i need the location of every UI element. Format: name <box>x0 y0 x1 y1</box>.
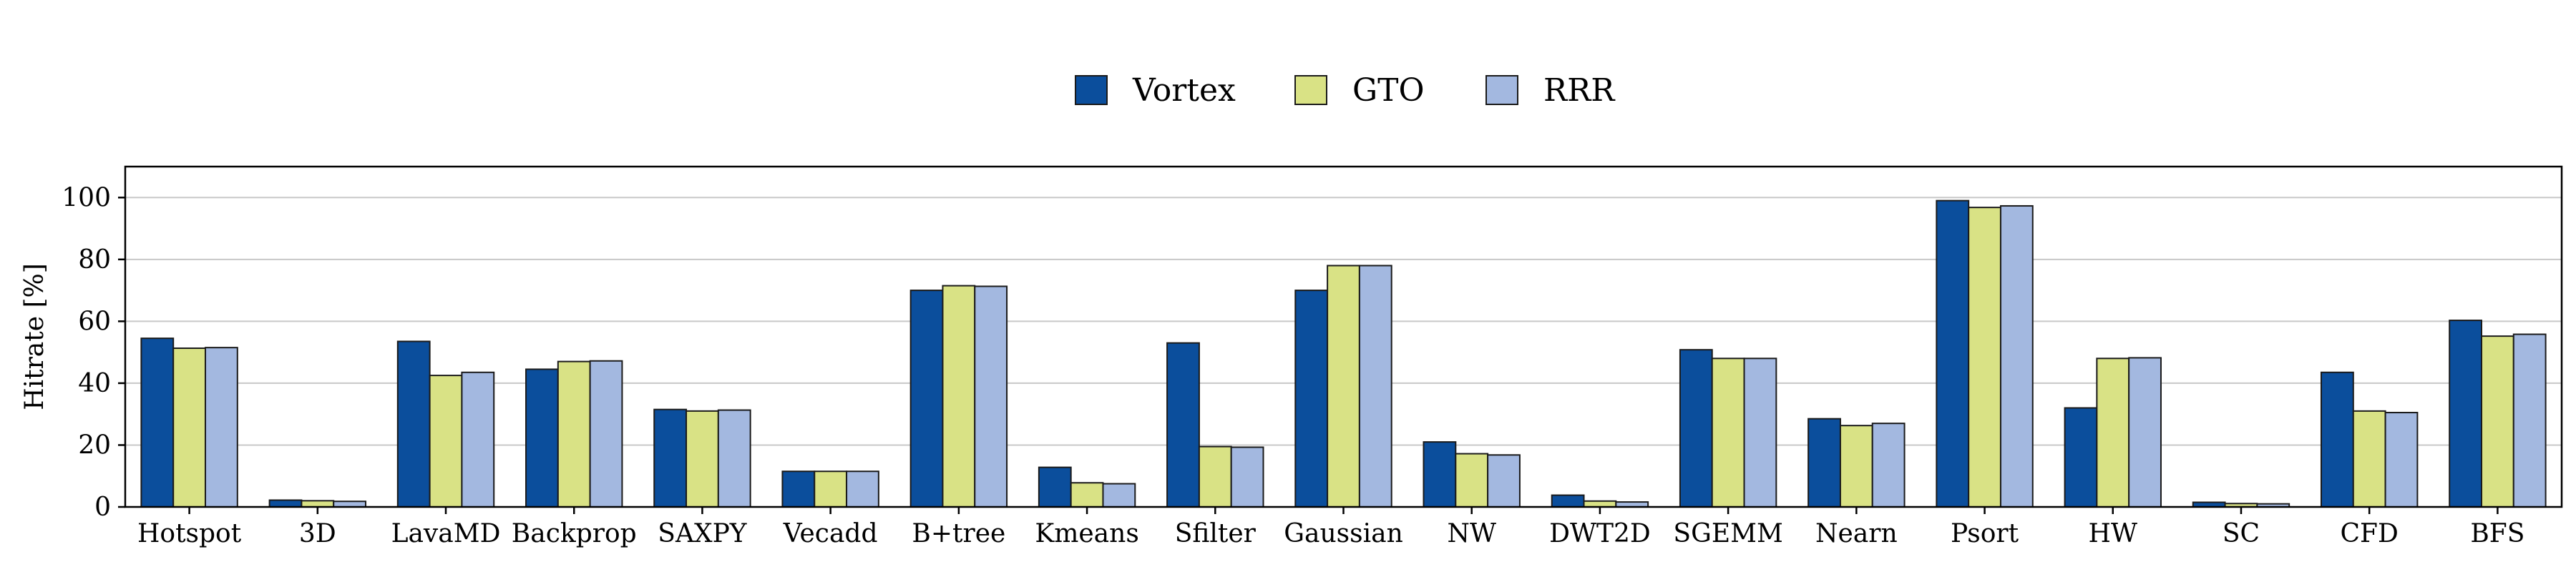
bar-vortex-kmeans <box>1038 466 1072 508</box>
bar-rrr-lavamd <box>461 371 495 508</box>
bar-gto-sgemm <box>1711 358 1745 508</box>
x-tick-label: Psort <box>1951 519 2019 548</box>
bar-rrr-nw <box>1487 454 1521 508</box>
bar-vortex-bfs <box>2449 320 2482 508</box>
bar-vortex-nw <box>1423 441 1457 508</box>
bar-vortex-b-tree <box>909 290 944 508</box>
bar-gto-3d <box>301 500 335 508</box>
x-tick-label: SGEMM <box>1673 519 1782 548</box>
x-tick-label: SAXPY <box>658 519 748 548</box>
bar-gto-cfd <box>2352 410 2386 508</box>
bar-rrr-hotspot <box>205 347 238 508</box>
bar-gto-hw <box>2096 358 2130 508</box>
bar-vortex-hw <box>2064 407 2098 508</box>
x-tick-label: NW <box>1447 519 1496 548</box>
bar-gto-bfs <box>2480 335 2514 508</box>
bar-rrr-backprop <box>589 360 623 508</box>
bar-vortex-3d <box>268 499 303 508</box>
legend-label-rrr: RRR <box>1543 72 1616 109</box>
bars <box>140 199 2547 508</box>
x-axis: Hotspot 3D LavaMD Backprop SAXPY Vecadd B+tree… <box>137 507 2524 548</box>
bar-rrr-hw <box>2128 357 2162 508</box>
bar-rrr-vecadd <box>846 470 879 508</box>
bar-vortex-lavamd <box>396 340 431 508</box>
bar-gto-nearn <box>1839 425 1873 508</box>
bar-vortex-gaussian <box>1294 290 1329 508</box>
x-tick-label: Nearn <box>1815 519 1898 548</box>
bar-gto-sfilter <box>1198 445 1232 508</box>
bar-rrr-gaussian <box>1358 265 1392 508</box>
bar-vortex-cfd <box>2320 371 2354 508</box>
y-tick-label: 60 <box>78 307 111 336</box>
bar-gto-backprop <box>557 360 591 508</box>
x-tick-label: HW <box>2089 519 2137 548</box>
x-tick-label: B+tree <box>912 519 1005 548</box>
y-tick-label: 20 <box>78 430 111 460</box>
x-tick-label: DWT2D <box>1549 519 1651 548</box>
bar-gto-nw <box>1455 453 1489 508</box>
x-tick-label: LavaMD <box>391 519 501 548</box>
bar-gto-gaussian <box>1327 265 1360 508</box>
bar-gto-b-tree <box>942 285 976 508</box>
x-tick-label: Kmeans <box>1035 519 1138 548</box>
bar-rrr-nearn <box>1871 423 1906 508</box>
bar-rrr-psort <box>1999 204 2034 508</box>
bar-rrr-cfd <box>2384 412 2419 508</box>
y-tick-label: 0 <box>94 493 111 522</box>
x-tick-label: Hotspot <box>137 519 242 548</box>
bar-vortex-psort <box>1936 199 1970 508</box>
legend-swatch-rrr <box>1485 75 1518 105</box>
bar-gto-hotspot <box>172 347 207 508</box>
legend-swatch-gto <box>1294 75 1327 105</box>
bar-gto-saxpy <box>686 410 719 508</box>
x-tick-label: Sfilter <box>1175 519 1257 548</box>
bar-rrr-b-tree <box>974 285 1008 508</box>
bar-gto-psort <box>1968 207 2001 508</box>
bar-vortex-saxpy <box>653 408 688 508</box>
x-tick-label: Backprop <box>512 519 637 548</box>
legend: Vortex GTO RRR <box>1075 72 1616 109</box>
bar-vortex-sgemm <box>1679 349 1713 508</box>
bar-rrr-sgemm <box>1743 358 1777 508</box>
bar-vortex-dwt2d <box>1551 494 1585 508</box>
bar-gto-kmeans <box>1070 482 1104 508</box>
y-tick-label: 80 <box>78 245 111 275</box>
bar-rrr-kmeans <box>1102 483 1136 508</box>
x-tick-label: CFD <box>2340 519 2398 548</box>
bar-vortex-nearn <box>1807 418 1841 508</box>
y-tick-label: 100 <box>62 183 111 212</box>
bar-gto-lavamd <box>429 375 463 508</box>
x-tick-label: Gaussian <box>1284 519 1403 548</box>
bar-rrr-saxpy <box>717 409 751 508</box>
bar-gto-vecadd <box>814 470 848 508</box>
bar-vortex-backprop <box>525 368 559 508</box>
bar-vortex-vecadd <box>781 470 816 508</box>
bar-vortex-sfilter <box>1166 342 1200 508</box>
y-axis: 0 20 40 60 80 100 <box>62 183 125 522</box>
legend-label-vortex: Vortex <box>1132 72 1236 109</box>
y-axis-label: Hitrate [%] <box>20 263 49 410</box>
bar-rrr-bfs <box>2512 333 2547 508</box>
legend-label-gto: GTO <box>1352 72 1425 109</box>
legend-swatch-vortex <box>1075 75 1108 105</box>
y-tick-label: 40 <box>78 369 111 398</box>
x-tick-label: Vecadd <box>783 519 878 548</box>
bar-rrr-sfilter <box>1230 446 1264 508</box>
x-tick-label: 3D <box>299 519 336 548</box>
x-tick-label: BFS <box>2470 519 2524 548</box>
x-tick-label: SC <box>2223 519 2260 548</box>
bar-vortex-hotspot <box>140 337 175 508</box>
